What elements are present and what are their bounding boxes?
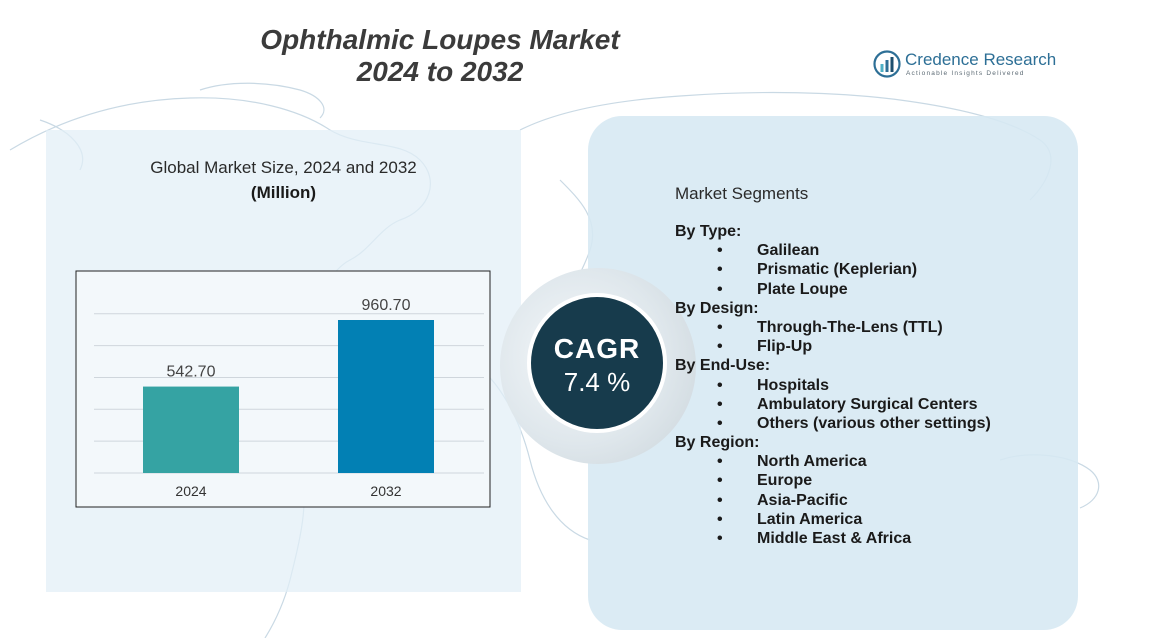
segment-item-label: Ambulatory Surgical Centers [757, 395, 978, 413]
bullet-icon: • [717, 414, 723, 432]
bar-value-label: 542.70 [167, 364, 216, 381]
segment-group-label: By Design: [675, 299, 759, 317]
segments-title: Market Segments [675, 184, 809, 203]
bullet-icon: • [717, 395, 723, 413]
segment-item-label: Middle East & Africa [757, 530, 912, 547]
segment-item: • North America [675, 452, 1075, 471]
segment-item: • Middle East & Africa [675, 529, 1075, 548]
page-title: Ophthalmic Loupes Market 2024 to 2032 [200, 24, 680, 88]
bullet-icon: • [717, 491, 723, 509]
segment-item: • Others (various other settings) [675, 414, 1075, 433]
cagr-value: 7.4 % [563, 367, 631, 397]
segment-item-label: Prismatic (Keplerian) [757, 261, 918, 279]
bullet-icon: • [717, 530, 723, 547]
segment-item-label: Latin America [757, 510, 863, 528]
chart-title: Global Market Size, 2024 and 2032 [150, 158, 417, 177]
bar-value-label: 960.70 [362, 297, 411, 314]
title-line-2: 2024 to 2032 [356, 56, 524, 87]
segment-item-label: Asia-Pacific [757, 491, 848, 509]
segment-item: • Europe [675, 471, 1075, 490]
brand-logo: Credence Research Actionable Insights De… [873, 48, 1073, 82]
x-tick-label: 2032 [370, 483, 401, 499]
bullet-icon: • [717, 472, 723, 490]
bar [143, 386, 239, 473]
chart-unit: (Million) [250, 183, 317, 202]
logo-tagline: Actionable Insights Delivered [906, 70, 1025, 77]
segment-item: • Ambulatory Surgical Centers [675, 395, 1075, 414]
segment-item-label: Flip-Up [757, 338, 813, 356]
segment-item-label: Hospitals [757, 376, 830, 394]
segment-item-label: Galilean [757, 242, 820, 260]
segment-group-label: By End-Use: [675, 357, 771, 375]
segment-item: • Through-The-Lens (TTL) [675, 318, 1075, 337]
bar-chart-logo-icon [873, 50, 901, 78]
segment-item: • Galilean [675, 241, 1075, 260]
cagr-badge: CAGR 7.4 % [527, 293, 667, 433]
segment-item: • Latin America [675, 510, 1075, 529]
bullet-icon: • [717, 261, 723, 279]
segment-item: • Prismatic (Keplerian) [675, 260, 1075, 279]
logo-name-part2: Research [978, 50, 1057, 69]
segment-group-label: By Region: [675, 434, 760, 452]
segment-item-label: Europe [757, 472, 813, 490]
segment-item-label: Plate Loupe [757, 280, 848, 298]
segment-group-label: By Type: [675, 223, 742, 240]
segment-item-label: North America [757, 453, 867, 471]
segment-item-label: Others (various other settings) [757, 414, 991, 432]
segment-item: • Asia-Pacific [675, 491, 1075, 510]
segment-item-label: Through-The-Lens (TTL) [757, 318, 943, 336]
bullet-icon: • [717, 376, 723, 394]
segments-list: By Type: • Galilean • Prismatic (Keplerian) •… [675, 222, 1075, 548]
bullet-icon: • [717, 318, 723, 336]
bullet-icon: • [717, 510, 723, 528]
segment-item: • Flip-Up [675, 337, 1075, 356]
logo-name-part1: Credence [905, 50, 979, 69]
x-tick-label: 2024 [175, 483, 206, 499]
segment-item: • Plate Loupe [675, 280, 1075, 299]
title-line-1: Ophthalmic Loupes Market [260, 24, 620, 55]
logo-name: Credence Research [905, 50, 1056, 70]
segment-item: • Hospitals [675, 376, 1075, 395]
bullet-icon: • [717, 280, 723, 298]
bullet-icon: • [717, 242, 723, 260]
bar [338, 320, 434, 473]
bullet-icon: • [717, 338, 723, 356]
bullet-icon: • [717, 453, 723, 471]
cagr-label: CAGR [553, 333, 641, 364]
